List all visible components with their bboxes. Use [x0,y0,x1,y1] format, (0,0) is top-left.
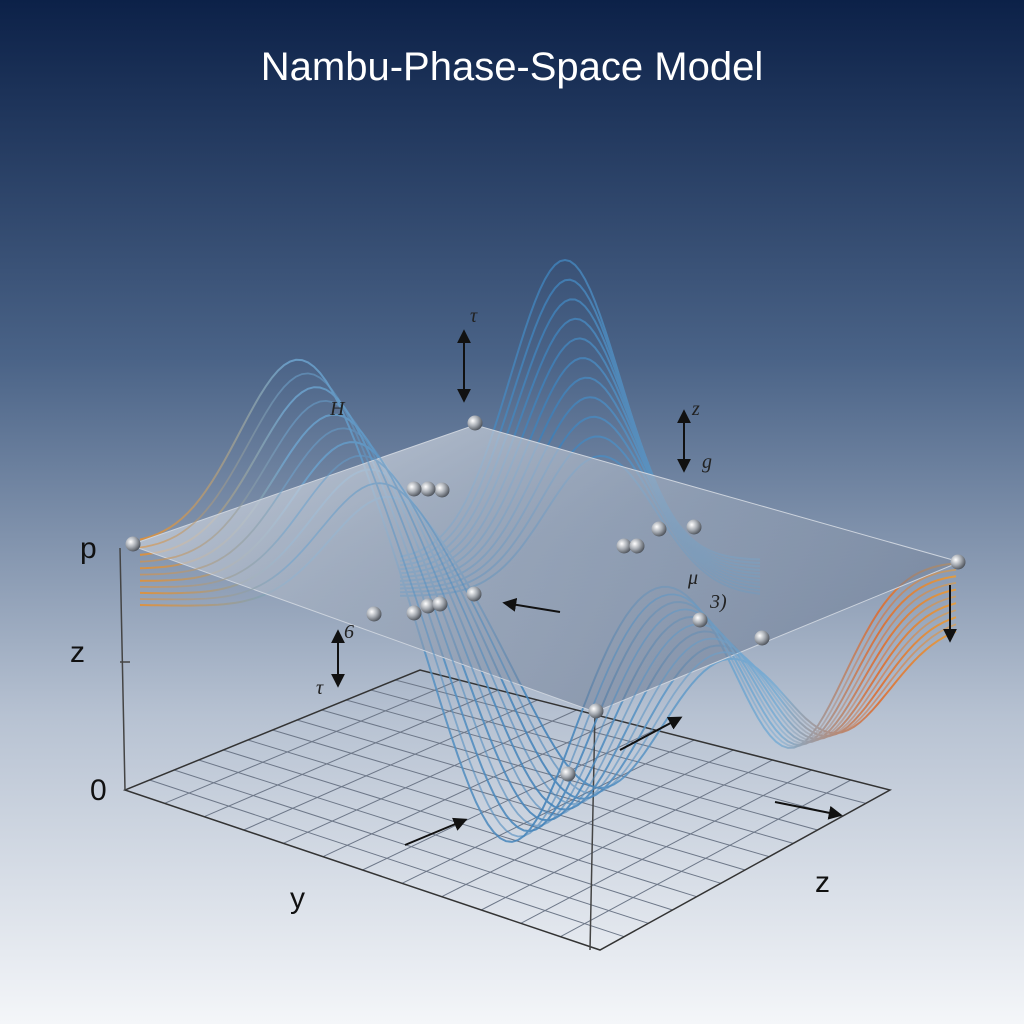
particle [629,538,645,554]
axis-label: z [815,866,830,899]
arrow [619,716,683,751]
particle [754,630,770,646]
particle [420,481,436,497]
floor-outline [122,669,893,951]
arrow [404,817,468,846]
annotation: μ [687,567,698,589]
wave-curve [139,358,957,843]
particle [950,554,966,570]
annotation: τ [470,305,478,327]
annotation: 3) [709,591,727,613]
wave-curve [139,482,957,795]
particle [432,596,448,612]
title: Nambu-Phase-Space Model [261,45,763,89]
grid-line [560,779,852,938]
wave-curve [139,399,957,827]
particle [406,481,422,497]
particle [434,482,450,498]
axis-label: y [290,882,305,915]
wave-group [139,372,957,838]
particle [406,605,422,621]
particle [366,606,382,622]
axis-edge [119,547,126,791]
axis-label: 0 [90,774,107,807]
particle [467,415,483,431]
grid-line [395,679,866,804]
annotation: τ [316,677,324,699]
particle [588,703,604,719]
particle [560,766,576,782]
wave-curve [139,372,957,838]
particle [692,612,708,628]
particles [125,415,966,782]
arrows [331,329,957,846]
axis-label: z [70,636,85,669]
wave-curve [139,427,957,816]
annotation: H [329,398,346,420]
arrow [502,597,561,613]
wave-curve [140,454,957,806]
particle [651,521,667,537]
particle [125,536,141,552]
annotation: g [702,451,712,473]
arrow [774,801,843,820]
axis-label: p [80,532,97,565]
annotation: z [691,398,700,420]
particle [466,586,482,602]
annotation: 6 [344,621,354,643]
particle [686,519,702,535]
axis-edge [589,711,596,951]
particle [616,538,632,554]
particle [420,598,436,614]
